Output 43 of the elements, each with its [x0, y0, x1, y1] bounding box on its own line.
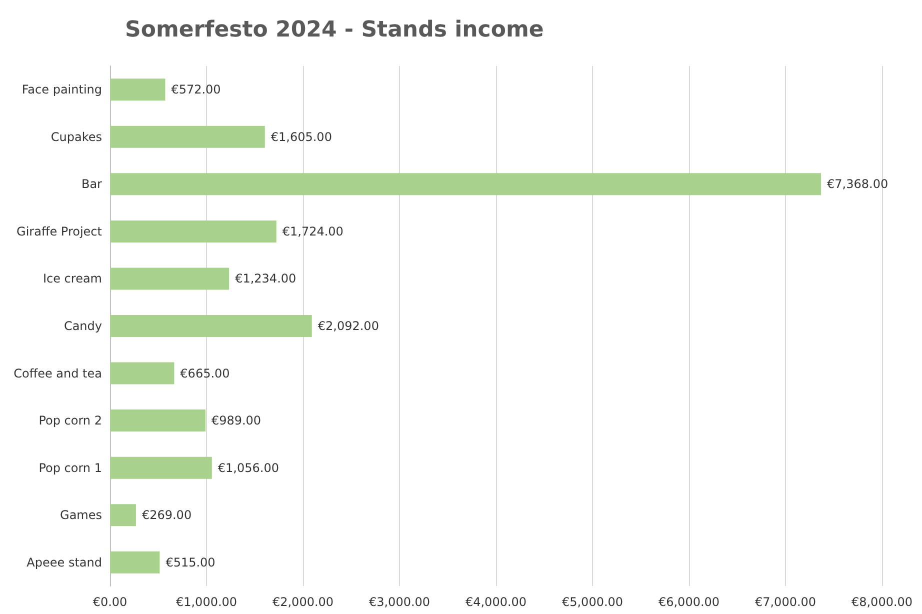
y-tick-label: Ice cream: [42, 272, 102, 286]
x-tick-label: €1,000.00: [176, 595, 238, 609]
data-label: €989.00: [211, 414, 262, 428]
bar: [110, 315, 312, 337]
y-tick-label: Coffee and tea: [14, 366, 102, 380]
y-tick-label: Candy: [64, 319, 102, 333]
data-label: €7,368.00: [827, 177, 888, 192]
data-label: €515.00: [166, 555, 216, 570]
chart-title: Somerfesto 2024 - Stands income: [125, 18, 544, 42]
bar: [110, 551, 160, 574]
x-tick-label: €6,000.00: [658, 595, 720, 609]
data-label: €1,056.00: [218, 460, 279, 475]
x-tick-label: €0.00: [92, 595, 128, 609]
data-label: €1,605.00: [270, 130, 332, 144]
x-tick-label: €5,000.00: [562, 595, 624, 609]
y-tick-label: Games: [60, 508, 102, 522]
data-label: €269.00: [142, 508, 192, 522]
x-tick-label: €8,000.00: [851, 595, 913, 609]
bar: [110, 456, 212, 479]
y-tick-label: Bar: [81, 177, 102, 192]
x-tick-label: €7,000.00: [754, 595, 816, 609]
x-tick-label: €4,000.00: [465, 595, 527, 609]
y-tick-label: Giraffe Project: [16, 224, 102, 238]
y-tick-label: Pop corn 1: [38, 460, 102, 475]
bar: [110, 126, 265, 148]
data-label: €572.00: [171, 82, 221, 97]
bar: [110, 410, 206, 432]
bar: [110, 362, 174, 384]
data-label: €665.00: [180, 366, 230, 380]
bar: [110, 268, 230, 290]
bar: [110, 78, 166, 101]
y-tick-label: Pop corn 2: [38, 414, 102, 428]
y-tick-label: Cupakes: [50, 130, 102, 144]
y-tick-label: Face painting: [22, 82, 102, 97]
bar: [110, 504, 136, 526]
data-label: €2,092.00: [318, 319, 379, 333]
y-tick-label: Apeee stand: [26, 555, 102, 570]
data-label: €1,724.00: [282, 224, 344, 238]
bar: [110, 220, 276, 242]
data-label: €1,234.00: [235, 272, 296, 286]
x-tick-label: €3,000.00: [368, 595, 430, 609]
x-tick-label: €2,000.00: [272, 595, 334, 609]
bar: [110, 173, 822, 196]
